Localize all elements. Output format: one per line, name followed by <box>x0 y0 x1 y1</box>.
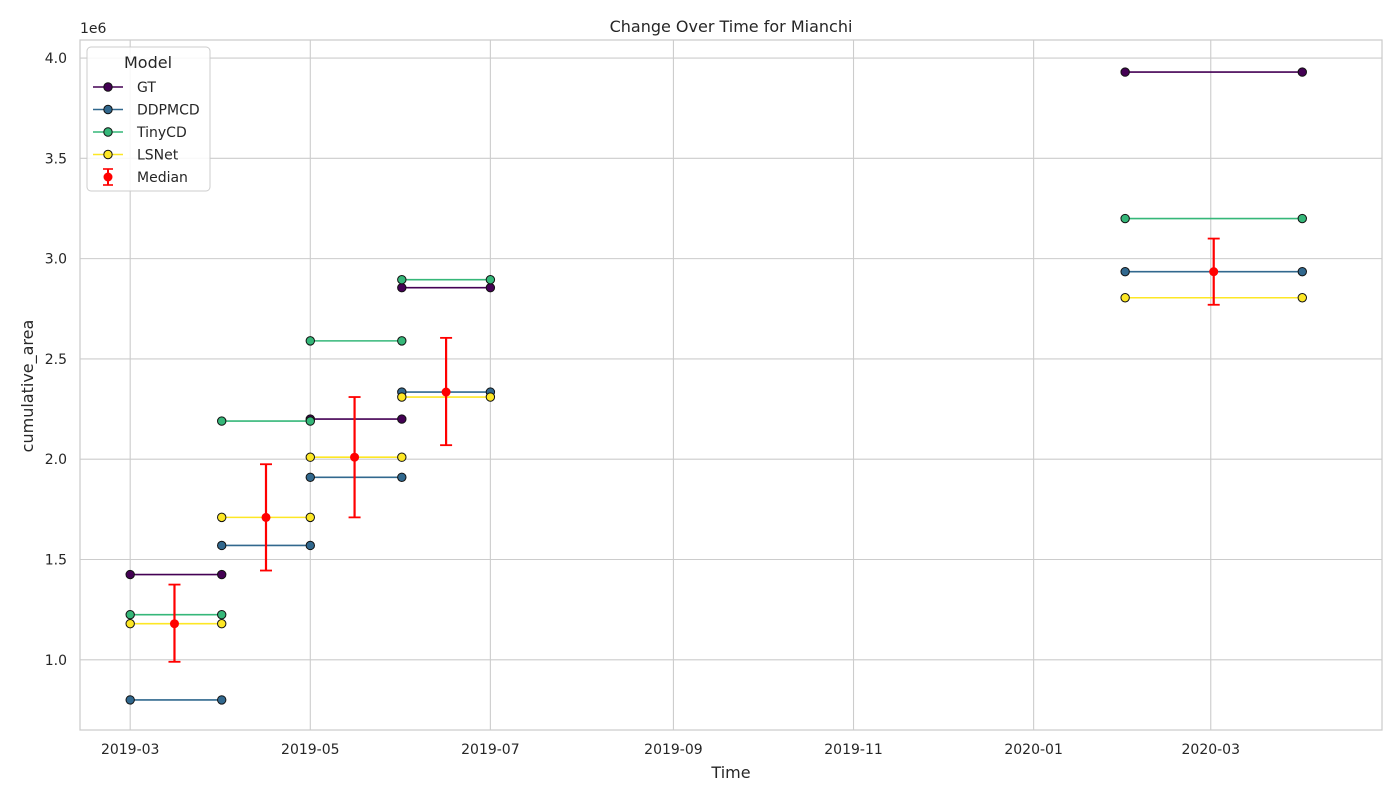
tinycd-point <box>217 416 227 426</box>
tinycd-point <box>485 274 496 285</box>
median-point <box>1209 267 1219 277</box>
legend-swatch-marker-lsnet <box>103 149 113 160</box>
legend-swatch-marker-tinycd <box>103 127 113 137</box>
ddpmcd-point <box>125 695 135 705</box>
x-axis-title: Time <box>710 763 750 782</box>
legend-swatch-marker-gt <box>103 82 113 92</box>
tinycd-point <box>217 609 227 620</box>
ddpmcd-point <box>217 540 227 551</box>
gt-point <box>125 569 135 580</box>
y-tick-label: 4.0 <box>45 51 67 67</box>
series-median <box>168 237 1220 663</box>
x-tick-label: 2019-11 <box>824 742 883 758</box>
tick-labels: 1.0 1.5 2.0 2.5 3.0 3.5 4.0 2019-03 2019-05 2019-… <box>45 51 1240 758</box>
ddpmcd-point <box>1297 266 1307 277</box>
series-ddpmcd <box>125 266 1307 705</box>
ddpmcd-point <box>217 695 227 705</box>
lsnet-point <box>305 512 315 523</box>
data-layer <box>125 67 1307 705</box>
ddpmcd-point <box>397 472 407 482</box>
legend-title: Model <box>124 53 172 72</box>
x-tick-label: 2019-07 <box>461 742 520 758</box>
y-tick-label: 2.5 <box>45 352 67 368</box>
lsnet-point <box>305 452 315 462</box>
lsnet-point <box>1297 293 1307 303</box>
tinycd-point <box>305 416 315 426</box>
gt-point <box>217 569 227 580</box>
y-tick-label: 3.0 <box>45 252 67 268</box>
x-tick-label: 2019-05 <box>281 742 340 758</box>
median-point <box>350 452 360 462</box>
y-axis-title: cumulative_area <box>18 320 38 453</box>
gt-point <box>397 414 407 424</box>
x-tick-label: 2019-03 <box>101 742 160 758</box>
legend-label-median: Median <box>137 170 188 186</box>
tinycd-point <box>125 609 135 620</box>
x-tick-label: 2020-01 <box>1004 742 1063 758</box>
median-point <box>169 619 179 629</box>
y-tick-label: 1.5 <box>45 553 67 569</box>
legend-swatch-marker-median <box>103 172 113 182</box>
legend-label-tinycd: TinyCD <box>136 125 187 141</box>
y-axis-offset-label: 1e6 <box>80 21 107 37</box>
gt-point <box>397 283 407 293</box>
ddpmcd-point <box>1120 266 1130 277</box>
tinycd-point <box>1120 213 1130 224</box>
gt-point <box>1120 67 1130 77</box>
legend-label-gt: GT <box>137 80 156 96</box>
lsnet-point <box>397 452 407 462</box>
legend: Model GT DDPMCD TinyCD LSNet Median <box>86 46 211 192</box>
legend-swatch-marker-ddpmcd <box>103 104 113 115</box>
ddpmcd-point <box>305 472 315 482</box>
lsnet-point <box>1120 293 1130 303</box>
x-tick-label: 2020-03 <box>1182 742 1241 758</box>
gt-point <box>1297 67 1307 77</box>
chart-title: Change Over Time for Mianchi <box>610 17 853 36</box>
legend-label-ddpmcd: DDPMCD <box>137 103 200 119</box>
median-point <box>261 512 271 522</box>
lsnet-point <box>217 618 227 629</box>
plot-frame <box>79 39 1383 731</box>
y-tick-label: 2.0 <box>45 452 67 468</box>
series-tinycd <box>125 213 1307 620</box>
lsnet-point <box>397 392 407 402</box>
tinycd-point <box>1297 213 1307 224</box>
legend-label-lsnet: LSNet <box>137 148 179 164</box>
tinycd-point <box>397 336 407 346</box>
tinycd-point <box>305 336 315 346</box>
lsnet-point <box>217 512 227 523</box>
x-tick-label: 2019-09 <box>644 742 703 758</box>
y-tick-label: 3.5 <box>45 151 67 167</box>
tinycd-point <box>397 274 407 285</box>
gt-point <box>485 283 496 293</box>
lsnet-point <box>485 392 496 402</box>
lsnet-point <box>125 618 135 629</box>
y-tick-label: 1.0 <box>45 653 67 669</box>
median-point <box>441 387 451 397</box>
ddpmcd-point <box>305 540 315 551</box>
